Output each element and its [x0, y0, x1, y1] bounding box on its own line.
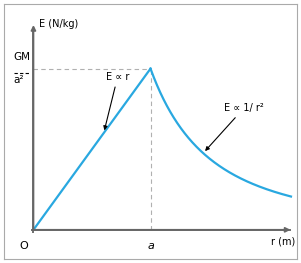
Text: a: a: [147, 241, 154, 251]
Text: E (N/kg): E (N/kg): [39, 19, 79, 29]
Text: a²: a²: [14, 75, 24, 85]
Text: r (m): r (m): [272, 236, 296, 246]
Text: E ∝ 1/ r²: E ∝ 1/ r²: [206, 103, 264, 150]
Text: GM: GM: [14, 52, 30, 62]
Text: E ∝ r: E ∝ r: [104, 72, 129, 129]
Text: O: O: [20, 241, 28, 251]
